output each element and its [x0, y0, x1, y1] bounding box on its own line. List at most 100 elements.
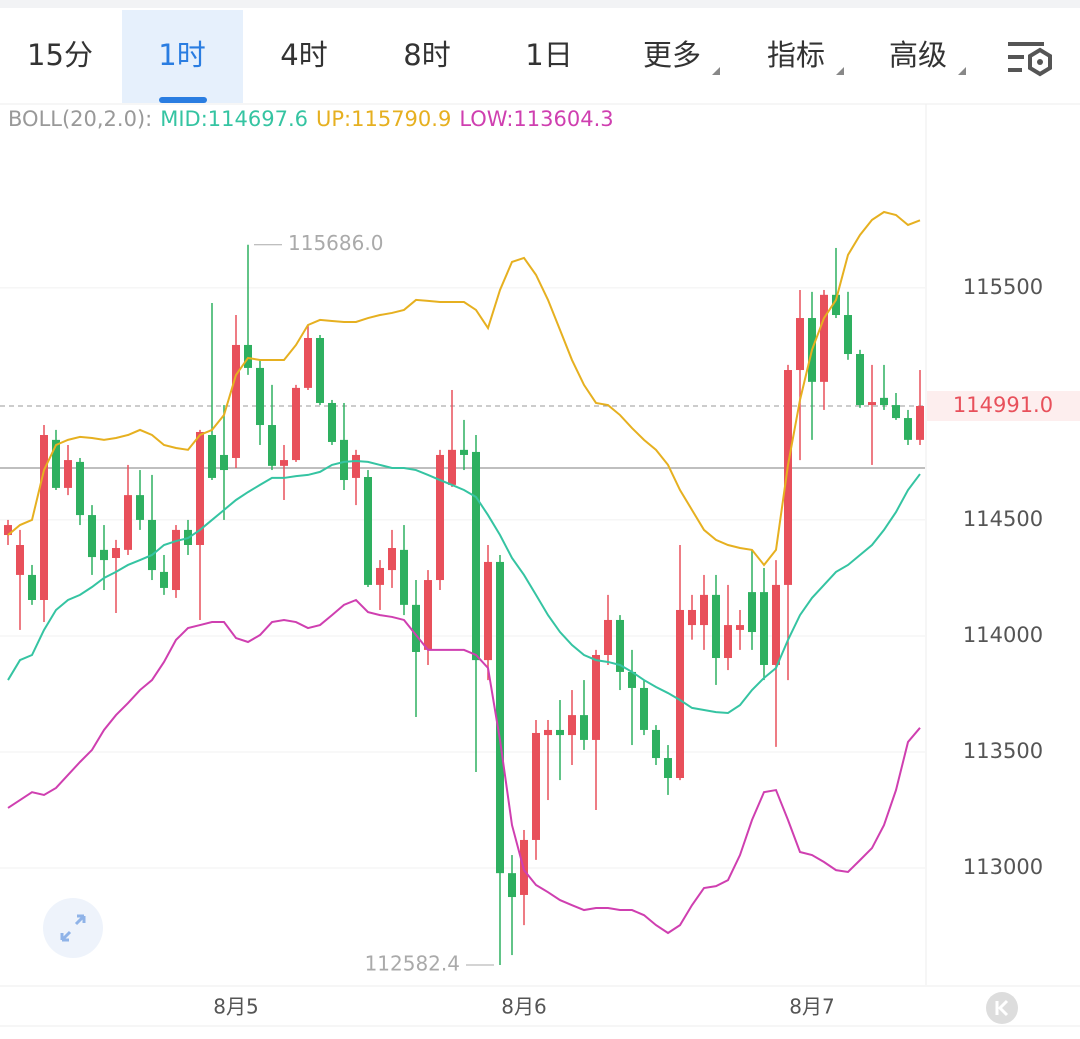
- tab[interactable]: 指标: [767, 38, 825, 72]
- candle-body: [724, 625, 732, 659]
- candle-body: [112, 548, 120, 558]
- x-tick-label: 8月5: [213, 995, 258, 1019]
- candle-body: [556, 729, 564, 736]
- candle-body: [916, 405, 924, 440]
- candle-body: [484, 561, 492, 661]
- indicator-legend: BOLL(20,2.0): MID:114697.6 UP:115790.9 LOW:…: [8, 107, 614, 131]
- boll-line: [7, 210, 921, 567]
- tab[interactable]: 15分: [27, 38, 93, 72]
- last-price-bg: [927, 391, 1080, 421]
- candle-body: [316, 337, 324, 403]
- candle-body: [232, 344, 240, 458]
- candle-body: [280, 460, 288, 466]
- candle-body: [136, 495, 144, 520]
- candle-body: [244, 344, 252, 368]
- boll-line: [7, 598, 921, 935]
- candle-body: [820, 294, 828, 382]
- y-tick-label: 114500: [963, 507, 1043, 531]
- y-tick-label: 115500: [963, 275, 1043, 299]
- selected-tab-bg: [122, 10, 243, 103]
- candle-body: [544, 729, 552, 736]
- min-label: 112582.4: [365, 951, 460, 975]
- candle-body: [292, 387, 300, 461]
- candle-body: [352, 454, 360, 478]
- candle-body: [100, 549, 108, 561]
- candle-body: [592, 655, 600, 740]
- indicator-name: BOLL(20,2.0):: [8, 107, 152, 131]
- candle-body: [304, 337, 312, 388]
- x-tick-label: 8月7: [789, 995, 834, 1019]
- candle-body: [892, 405, 900, 419]
- candle-body: [160, 571, 168, 588]
- candle-body: [88, 515, 96, 558]
- candle-body: [148, 519, 156, 571]
- candle-body: [220, 454, 228, 471]
- candle-body: [664, 758, 672, 778]
- y-tick-label: 113000: [963, 855, 1043, 879]
- candle-body: [496, 561, 504, 874]
- candle-body: [676, 609, 684, 778]
- candle-body: [784, 370, 792, 585]
- candle-body: [616, 619, 624, 672]
- candle-body: [712, 594, 720, 659]
- candle-body: [52, 439, 60, 488]
- candle-body: [856, 354, 864, 406]
- candle-body: [76, 461, 84, 516]
- candle-body: [688, 609, 696, 626]
- candle-body: [604, 619, 612, 655]
- tab[interactable]: 高级: [889, 38, 947, 72]
- candle-body: [400, 549, 408, 605]
- tab[interactable]: 1日: [525, 38, 572, 72]
- boll-line: [7, 459, 921, 715]
- candle-body: [796, 318, 804, 371]
- dropdown-caret: [836, 67, 844, 75]
- candle-body: [448, 449, 456, 485]
- candle-body: [4, 525, 12, 536]
- candle-body: [700, 594, 708, 626]
- candle-body: [256, 367, 264, 426]
- candle-body: [340, 439, 348, 481]
- candle-body: [652, 729, 660, 759]
- candle-body: [436, 454, 444, 581]
- candle-body: [64, 460, 72, 488]
- candle-body: [364, 477, 372, 585]
- candle-body: [172, 529, 180, 591]
- candle-body: [208, 435, 216, 478]
- legend-entry: MID:114697.6: [160, 107, 308, 131]
- tab[interactable]: 4时: [280, 38, 327, 72]
- max-label: 115686.0: [288, 231, 383, 255]
- candle-body: [40, 435, 48, 600]
- candle-body: [124, 495, 132, 550]
- expand-button[interactable]: [43, 898, 103, 958]
- candle-body: [772, 584, 780, 665]
- candle-body: [328, 402, 336, 442]
- tab[interactable]: 1时: [158, 38, 205, 72]
- candle-body: [16, 545, 24, 575]
- candle-body: [568, 715, 576, 736]
- selected-tab-indicator: [159, 97, 207, 103]
- candle-body: [376, 567, 384, 585]
- candle-body: [880, 397, 888, 406]
- settings-icon[interactable]: [1008, 42, 1052, 77]
- x-tick-label: 8月6: [501, 995, 546, 1019]
- top-strip: [0, 0, 1080, 8]
- candle-body: [868, 402, 876, 406]
- candle-body: [580, 715, 588, 740]
- candle-body: [640, 687, 648, 730]
- tab[interactable]: 8时: [403, 38, 450, 72]
- candle-body: [736, 625, 744, 630]
- scroll-latest-button[interactable]: [986, 992, 1018, 1024]
- dropdown-caret: [958, 67, 966, 75]
- candle-body: [532, 732, 540, 840]
- candle-body: [424, 580, 432, 650]
- last-price-label: 114991.0: [953, 393, 1053, 417]
- candle-body: [844, 315, 852, 355]
- candle-body: [268, 425, 276, 466]
- candle-body: [748, 592, 756, 633]
- y-tick-label: 113500: [963, 739, 1043, 763]
- tab[interactable]: 更多: [643, 38, 701, 72]
- candle-body: [388, 548, 396, 571]
- legend-entry: LOW:113604.3: [459, 107, 613, 131]
- candle-body: [760, 592, 768, 665]
